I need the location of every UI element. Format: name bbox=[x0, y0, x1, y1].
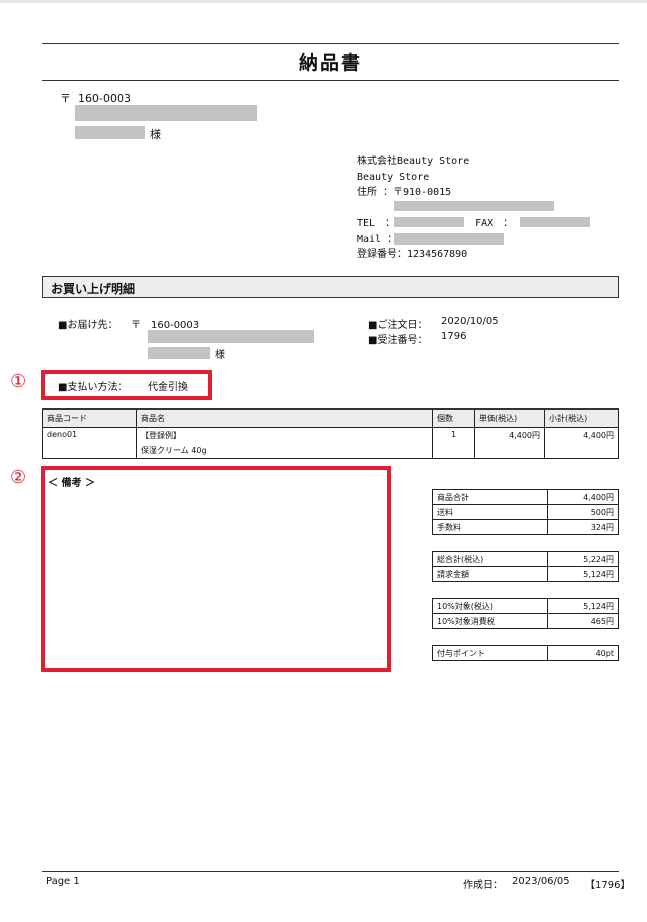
delivery-postal: 〒 160-0003 bbox=[131, 320, 200, 331]
item-name-line1: 【登録例】 bbox=[141, 430, 181, 440]
summary-label: 10%対象(税込) bbox=[432, 598, 548, 614]
summary-label: 付与ポイント bbox=[432, 645, 548, 661]
summary-row: 総合計(税込) 5,224円 bbox=[432, 551, 619, 567]
section-title: お買い上げ明細 bbox=[42, 276, 619, 298]
summary-group-4: 付与ポイント 40pt bbox=[432, 645, 619, 661]
summary-group-2: 総合計(税込) 5,224円 請求金額 5,124円 bbox=[432, 551, 619, 582]
annotation-1: ① bbox=[10, 371, 27, 392]
redacted-address bbox=[75, 105, 257, 121]
order-number-label: ■受注番号： bbox=[368, 335, 428, 346]
summary-value: 5,124円 bbox=[547, 566, 619, 582]
table-row: deno01 【登録例】保湿クリーム 40g 1 4,400円 4,400円 bbox=[42, 426, 619, 459]
summary-label: 送料 bbox=[432, 504, 548, 520]
item-qty: 1 bbox=[432, 426, 475, 459]
redacted-mail bbox=[394, 233, 504, 245]
summary-value: 500円 bbox=[547, 504, 619, 520]
order-date-label: ■ご注文日： bbox=[368, 320, 428, 331]
delivery-honorific: 様 bbox=[215, 350, 225, 361]
redacted-tel bbox=[394, 217, 464, 227]
postal-mark: 〒 bbox=[60, 92, 71, 105]
sender-shop: Beauty Store bbox=[357, 171, 430, 183]
header-price: 単価(税込) bbox=[474, 408, 545, 428]
payment-highlight bbox=[41, 370, 212, 400]
delivery-label: ■お届け先： bbox=[58, 320, 118, 331]
header-code: 商品コード bbox=[42, 408, 137, 428]
order-ref: 【1796】 bbox=[585, 880, 631, 891]
honorific: 様 bbox=[150, 128, 161, 141]
sender-company: 株式会社Beauty Store bbox=[357, 156, 470, 167]
summary-group-3: 10%対象(税込) 5,124円 10%対象消費税 465円 bbox=[432, 598, 619, 629]
header-name: 商品名 bbox=[136, 408, 433, 428]
top-bar bbox=[0, 0, 647, 3]
summary-value: 465円 bbox=[547, 613, 619, 629]
sender-block: 株式会社Beauty Store Beauty Store 住所 ：〒910-0… bbox=[357, 154, 513, 263]
items-table: 商品コード 商品名 個数 単価(税込) 小計(税込) deno01 【登録例】保… bbox=[42, 408, 619, 459]
annotation-2: ② bbox=[10, 467, 27, 488]
summary-label: 商品合計 bbox=[432, 489, 548, 505]
summary-label: 手数料 bbox=[432, 519, 548, 535]
header-qty: 個数 bbox=[432, 408, 475, 428]
summary-label: 請求金額 bbox=[432, 566, 548, 582]
divider bbox=[42, 80, 619, 81]
summary-row: 商品合計 4,400円 bbox=[432, 489, 619, 505]
summary-row: 10%対象消費税 465円 bbox=[432, 613, 619, 629]
summary-row: 手数料 324円 bbox=[432, 519, 619, 535]
item-name-line2: 保湿クリーム 40g bbox=[141, 445, 207, 455]
summary-value: 5,124円 bbox=[547, 598, 619, 614]
summary-label: 総合計(税込) bbox=[432, 551, 548, 567]
redacted-fax bbox=[520, 217, 590, 227]
registration-number: 登録番号：1234567890 bbox=[357, 249, 468, 260]
order-number: 1796 bbox=[441, 331, 467, 342]
summary-row: 付与ポイント 40pt bbox=[432, 645, 619, 661]
summary-row: 送料 500円 bbox=[432, 504, 619, 520]
order-date: 2020/10/05 bbox=[441, 316, 499, 327]
sender-address: 住所 ：〒910-0015 bbox=[357, 187, 452, 198]
payment-label: ■支払い方法： bbox=[58, 382, 128, 393]
remarks-label: ＜ 備考 ＞ bbox=[48, 478, 95, 489]
page-number: Page 1 bbox=[46, 876, 80, 887]
table-header: 商品コード 商品名 個数 単価(税込) 小計(税込) bbox=[42, 408, 619, 428]
summary-label: 10%対象消費税 bbox=[432, 613, 548, 629]
fax-label: FAX ： bbox=[475, 218, 514, 229]
summary-value: 4,400円 bbox=[547, 489, 619, 505]
redacted-name bbox=[75, 126, 145, 139]
item-name: 【登録例】保湿クリーム 40g bbox=[136, 426, 433, 459]
item-subtotal: 4,400円 bbox=[544, 426, 619, 459]
mail-label: Mail ： bbox=[357, 233, 398, 245]
summary-row: 請求金額 5,124円 bbox=[432, 566, 619, 582]
created-date: 2023/06/05 bbox=[512, 876, 570, 887]
item-code: deno01 bbox=[42, 426, 137, 459]
remarks-highlight bbox=[41, 466, 391, 672]
summary-value: 40pt bbox=[547, 645, 619, 661]
header-subtotal: 小計(税込) bbox=[544, 408, 619, 428]
summary-group-1: 商品合計 4,400円 送料 500円 手数料 324円 bbox=[432, 489, 619, 535]
item-price: 4,400円 bbox=[474, 426, 545, 459]
redacted-delivery-address bbox=[148, 330, 314, 343]
divider bbox=[42, 43, 619, 44]
recipient-postal: 〒 160-0003 bbox=[60, 90, 131, 106]
page-title: 納品書 bbox=[298, 52, 362, 74]
postal-code: 160-0003 bbox=[78, 92, 131, 105]
redacted-delivery-name bbox=[148, 347, 210, 359]
summary-row: 10%対象(税込) 5,124円 bbox=[432, 598, 619, 614]
created-label: 作成日： bbox=[463, 880, 503, 891]
redacted-address bbox=[394, 201, 554, 211]
tel-label: TEL ： bbox=[357, 218, 396, 229]
summary-value: 324円 bbox=[547, 519, 619, 535]
payment-value: 代金引換 bbox=[148, 382, 188, 393]
footer-divider bbox=[42, 871, 619, 872]
summary-value: 5,224円 bbox=[547, 551, 619, 567]
